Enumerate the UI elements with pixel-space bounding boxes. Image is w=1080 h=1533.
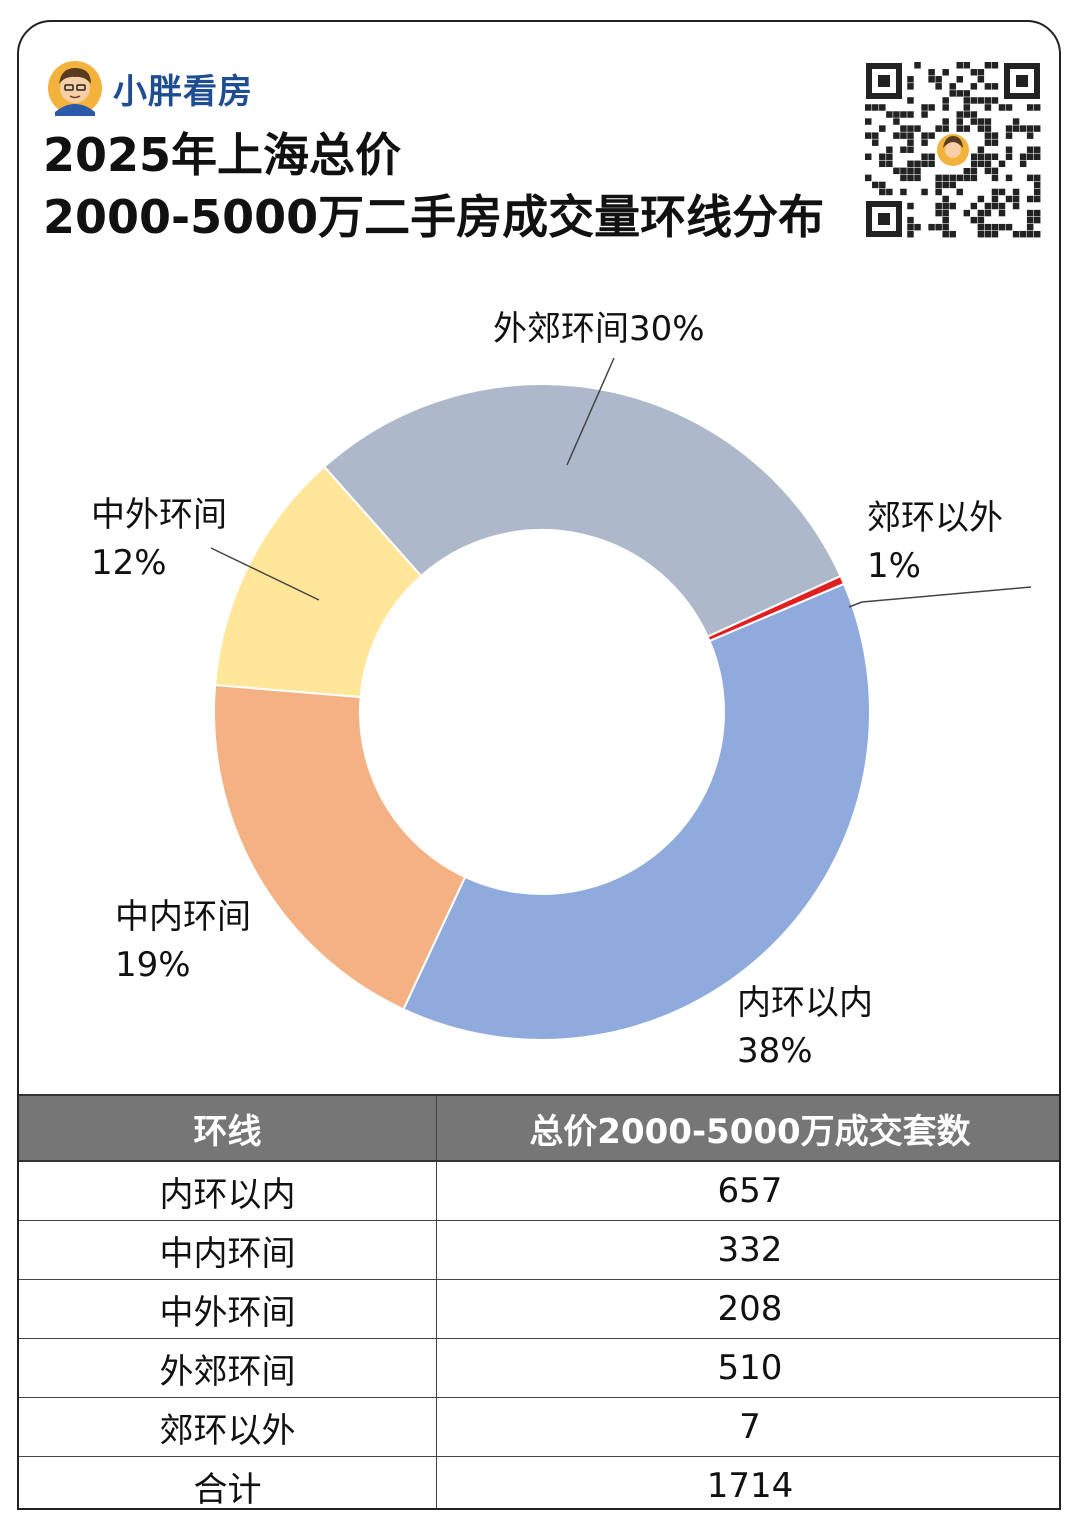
- table-row: 外郊环间 510: [19, 1338, 1059, 1398]
- page-title: 2025年上海总价 2000-5000万二手房成交量环线分布: [43, 124, 824, 248]
- count-cell: 208: [436, 1279, 1059, 1339]
- count-cell: 657: [436, 1161, 1059, 1221]
- leader-line: [848, 586, 1032, 608]
- ring-cell: 中外环间: [19, 1279, 437, 1339]
- brand-name: 小胖看房: [113, 71, 253, 112]
- slice-label-category: 郊环以外: [867, 498, 1003, 538]
- slice-beyond-suburban: [706, 574, 846, 643]
- slice-label-percent: 1%: [867, 546, 921, 586]
- data-table: 环线 总价2000-5000万成交套数 内环以内 657 中内环间 332 中外环间…: [19, 1094, 1059, 1508]
- slice-middle-inner: [213, 683, 467, 1011]
- total-value-cell: 1714: [436, 1456, 1059, 1508]
- table-header-row: 环线 总价2000-5000万成交套数: [19, 1094, 1059, 1162]
- column-header-ring: 环线: [19, 1094, 437, 1162]
- slice-label: 外郊环间30%: [493, 309, 705, 349]
- brand: 小胖看房: [47, 58, 253, 118]
- column-header-count: 总价2000-5000万成交套数: [436, 1094, 1059, 1162]
- title-line-2: 2000-5000万二手房成交量环线分布: [43, 190, 825, 244]
- count-cell: 510: [436, 1338, 1059, 1398]
- leader-line: [566, 357, 615, 466]
- slice-outer-suburban: [322, 383, 842, 638]
- slice-inner-ring: [402, 582, 871, 1041]
- table-row: 郊环以外 7: [19, 1397, 1059, 1457]
- slice-label-percent: 12%: [91, 543, 167, 583]
- slice-label-percent: 19%: [115, 945, 191, 985]
- table-row: 中内环间 332: [19, 1220, 1059, 1280]
- infographic-card: 小胖看房 2025年上海总价 2000-5000万二手房成交量环线分布 内环以内…: [17, 20, 1061, 1510]
- table-row: 中外环间 208: [19, 1279, 1059, 1339]
- donut-chart: 内环以内 38% 中内环间 19% 中外环间 12% 外郊环间30% 郊环以外 1%: [91, 309, 1032, 1071]
- slice-label-category: 中外环间: [91, 495, 227, 535]
- slice-label-category: 内环以内: [737, 983, 873, 1023]
- title-line-1: 2025年上海总价: [43, 128, 402, 182]
- qr-code-icon: [865, 62, 1041, 238]
- ring-cell: 中内环间: [19, 1220, 437, 1280]
- ring-cell: 内环以内: [19, 1161, 437, 1221]
- leader-line: [210, 547, 320, 601]
- slice-label-category: 中内环间: [115, 897, 251, 937]
- count-cell: 332: [436, 1220, 1059, 1280]
- count-cell: 7: [436, 1397, 1059, 1457]
- table-total-row: 合计 1714: [19, 1456, 1059, 1508]
- ring-cell: 外郊环间: [19, 1338, 437, 1398]
- total-label-cell: 合计: [19, 1456, 437, 1508]
- cartoon-avatar-icon: [48, 61, 102, 116]
- ring-cell: 郊环以外: [19, 1397, 437, 1457]
- table-row: 内环以内 657: [19, 1161, 1059, 1221]
- slice-label-percent: 38%: [737, 1031, 813, 1071]
